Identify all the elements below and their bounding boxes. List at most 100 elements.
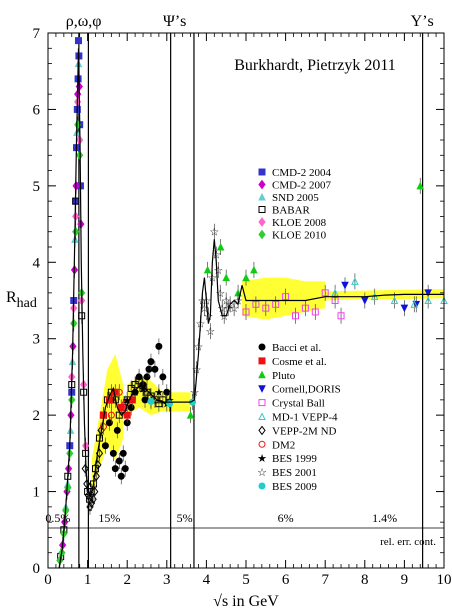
data-point xyxy=(119,449,127,457)
data-point xyxy=(360,297,369,305)
data-point: ★ xyxy=(154,387,164,399)
legend-lower-marker: ★ xyxy=(257,453,267,465)
data-point xyxy=(151,365,159,373)
legend-lower-marker xyxy=(258,412,266,420)
error-percent-label-3: 6% xyxy=(278,511,294,525)
x-tick-label: 3 xyxy=(163,572,171,588)
data-point xyxy=(87,498,96,508)
data-point: ☆ xyxy=(221,296,231,308)
data-point xyxy=(337,312,345,320)
data-point xyxy=(292,312,299,320)
data-point xyxy=(400,304,409,313)
resonance-label-1: Ψ’s xyxy=(163,13,186,30)
data-point xyxy=(113,426,121,434)
labels-layer: Burkhardt, Pietrzyk 2011 √s in GeV Rhad … xyxy=(6,13,436,610)
data-point: ☆ xyxy=(205,326,215,338)
chart-title: Burkhardt, Pietrzyk 2011 xyxy=(234,57,396,74)
data-point xyxy=(416,181,425,190)
x-tick-label: 7 xyxy=(321,572,329,588)
data-point xyxy=(242,273,250,282)
x-tick-label: 2 xyxy=(123,572,131,588)
x-axis-label: √s in GeV xyxy=(213,593,279,610)
data-point: ☆ xyxy=(203,311,213,323)
data-point xyxy=(410,300,419,308)
data-point xyxy=(147,397,155,405)
data-point xyxy=(86,502,94,512)
data-point xyxy=(109,449,117,457)
data-point xyxy=(89,494,97,505)
error-percent-label-4: 1.4% xyxy=(372,511,397,525)
legend-lower-label: VEPP-2M ND xyxy=(272,425,337,437)
data-point xyxy=(147,358,155,366)
data-point xyxy=(115,457,123,465)
y-tick-label: 1 xyxy=(33,485,41,501)
x-tick-label: 8 xyxy=(361,572,369,588)
data-point xyxy=(222,273,231,282)
error-percent-label-1: 15% xyxy=(98,511,120,525)
y-tick-label: 6 xyxy=(33,102,41,118)
data-point xyxy=(115,388,123,396)
legend-upper-marker xyxy=(258,217,266,227)
data-point xyxy=(107,411,115,419)
data-point xyxy=(123,411,131,419)
legend-lower-marker xyxy=(258,343,266,351)
data-point xyxy=(424,296,432,304)
legend-lower-marker xyxy=(258,399,266,407)
data-point xyxy=(135,373,143,381)
legend-upper-marker xyxy=(258,206,266,213)
legend-lower-marker xyxy=(258,385,266,393)
data-point: ★ xyxy=(122,395,132,407)
data-point xyxy=(159,396,167,404)
data-point xyxy=(81,463,89,474)
x-tick-label: 0 xyxy=(44,572,52,588)
data-point xyxy=(117,472,125,480)
y-tick-label: 4 xyxy=(33,255,41,271)
data-point: ☆ xyxy=(199,303,209,315)
data-point: ☆ xyxy=(198,296,208,308)
data-point xyxy=(331,288,339,297)
legend-lower-marker: ☆ xyxy=(257,467,267,479)
data-point xyxy=(117,404,125,411)
data-point: ★ xyxy=(130,387,140,399)
fit-curve-layer xyxy=(58,48,444,569)
data-point xyxy=(203,265,212,274)
axes-layer: 0 1 2 3 4 5 6 7 8 9 10 0 1 2 3 4 5 6 7 xyxy=(33,26,452,588)
data-point xyxy=(282,293,290,301)
data-point xyxy=(159,373,167,381)
data-point xyxy=(143,388,151,396)
resonance-label-2: Υ’s xyxy=(411,13,434,30)
data-point: ☆ xyxy=(217,303,227,315)
data-point xyxy=(84,490,93,501)
data-point xyxy=(242,308,250,316)
data-point xyxy=(186,411,195,419)
y-tick-label: 0 xyxy=(33,561,41,577)
data-point xyxy=(64,482,72,493)
legend-upper-marker xyxy=(258,179,266,190)
y-tick-label: 7 xyxy=(33,26,41,42)
legend-lower-label: BES 2009 xyxy=(272,481,317,493)
data-point xyxy=(252,300,260,308)
data-point xyxy=(74,37,82,45)
x-tick-label: 6 xyxy=(282,572,290,588)
data-point xyxy=(301,304,309,312)
data-point xyxy=(91,486,99,497)
data-point xyxy=(99,423,107,431)
data-point xyxy=(111,465,119,473)
data-point xyxy=(216,242,225,251)
legend-lower-label: BES 1999 xyxy=(272,453,317,465)
fit-curve xyxy=(58,48,444,569)
y-axis-label-main: R xyxy=(6,289,17,306)
legend-upper-label: KLOE 2010 xyxy=(272,230,327,242)
legend-lower-label: BES 2001 xyxy=(272,467,317,479)
legend-lower-marker xyxy=(258,370,266,379)
error-percent-label-0: 0.5% xyxy=(45,511,70,525)
legend-lower-label: Cosme et al. xyxy=(272,356,327,368)
legend-upper-label: SND 2005 xyxy=(272,192,319,204)
y-tick-label: 2 xyxy=(33,408,41,424)
y-tick-label: 3 xyxy=(33,332,41,348)
legend-lower-label: Bacci et al. xyxy=(272,342,321,354)
legend-upper-label: CMD-2 2007 xyxy=(272,180,331,192)
data-point: ☆ xyxy=(215,288,225,300)
y-axis-label: Rhad xyxy=(6,289,37,311)
